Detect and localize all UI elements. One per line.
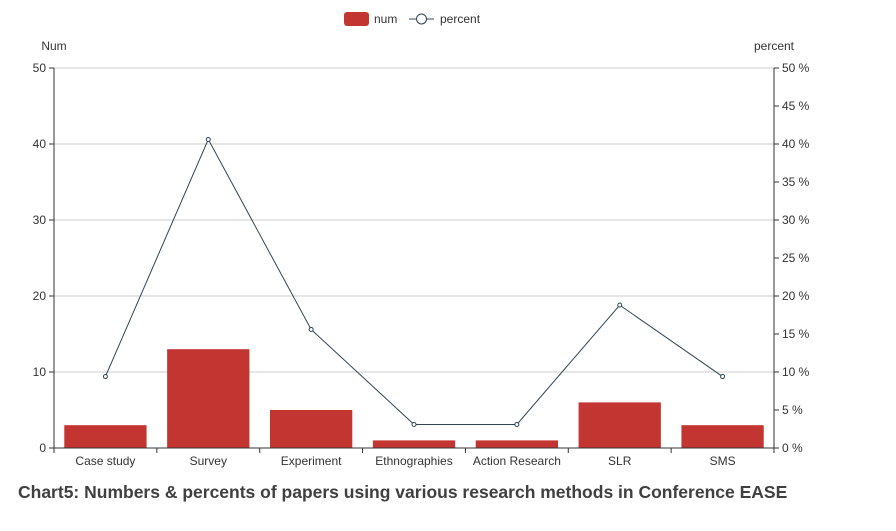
x-axis-tick-label: Survey <box>190 454 227 468</box>
percent-line-series <box>102 136 726 427</box>
legend-item-percent[interactable]: percent <box>409 12 481 26</box>
right-axis-tick-label: 35 % <box>782 175 810 189</box>
bar-survey[interactable] <box>167 349 250 448</box>
left-axis-tick-label: 30 <box>33 213 47 227</box>
left-axis-tick-label: 50 <box>33 61 47 75</box>
right-axis: 0 % 5 % 10 % 15 % 20 % 25 % 30 % 35 % 40 % 45 % 50… <box>773 61 810 455</box>
x-axis-tick-label: SLR <box>608 454 632 468</box>
bars <box>64 349 764 448</box>
legend-item-num[interactable]: num <box>344 12 397 26</box>
grid-lines <box>54 67 774 373</box>
right-axis-tick-label: 15 % <box>782 327 810 341</box>
x-axis-tick-label: Case study <box>75 454 135 468</box>
percent-point-survey[interactable] <box>205 136 211 142</box>
percent-point-case-study[interactable] <box>102 374 108 380</box>
right-axis-tick-label: 20 % <box>782 289 810 303</box>
legend-percent-marker <box>416 13 427 25</box>
bar-slr[interactable] <box>578 402 661 448</box>
x-axis-tick-label: Experiment <box>281 454 342 468</box>
bar-sms[interactable] <box>681 425 764 448</box>
legend-num-swatch <box>344 12 369 26</box>
left-axis-tick-label: 10 <box>33 365 47 379</box>
x-axis-tick-label: SMS <box>710 454 736 468</box>
left-axis-tick-label: 20 <box>33 289 47 303</box>
left-axis-tick-label: 40 <box>33 137 47 151</box>
x-axis: Case study Survey Experiment Ethnographies A… <box>53 447 775 468</box>
bar-case-study[interactable] <box>64 425 147 448</box>
percent-point-experiment[interactable] <box>308 326 314 332</box>
legend-percent-label: percent <box>440 12 481 26</box>
right-axis-tick-label: 5 % <box>782 403 803 417</box>
right-axis-tick-label: 45 % <box>782 99 810 113</box>
bar-ethnographies[interactable] <box>372 440 456 448</box>
chart-caption: Chart5: Numbers & percents of papers usi… <box>18 482 788 502</box>
percent-point-sms[interactable] <box>720 374 726 380</box>
bar-experiment[interactable] <box>270 410 353 448</box>
left-axis: 0 10 20 30 40 50 <box>33 61 55 455</box>
chart: Case study Survey Experiment Ethnographies A… <box>33 12 810 468</box>
legend[interactable]: num percent <box>344 12 481 26</box>
right-axis-tick-label: 30 % <box>782 213 810 227</box>
left-axis-tick-label: 0 <box>39 441 46 455</box>
percent-point-ethnographies[interactable] <box>411 421 417 427</box>
percent-point-action-research[interactable] <box>514 421 520 427</box>
x-axis-tick-label: Action Research <box>473 454 561 468</box>
x-axis-tick-label: Ethnographies <box>375 454 452 468</box>
right-axis-tick-label: 40 % <box>782 137 810 151</box>
right-axis-tick-label: 50 % <box>782 61 810 75</box>
legend-num-label: num <box>374 12 397 26</box>
bar-action-research[interactable] <box>475 440 558 448</box>
right-axis-tick-label: 0 % <box>782 441 803 455</box>
percent-point-slr[interactable] <box>617 302 623 308</box>
right-axis-tick-label: 10 % <box>782 365 810 379</box>
left-axis-name: Num <box>41 39 66 53</box>
right-axis-name: percent <box>754 39 795 53</box>
right-axis-tick-label: 25 % <box>782 251 810 265</box>
